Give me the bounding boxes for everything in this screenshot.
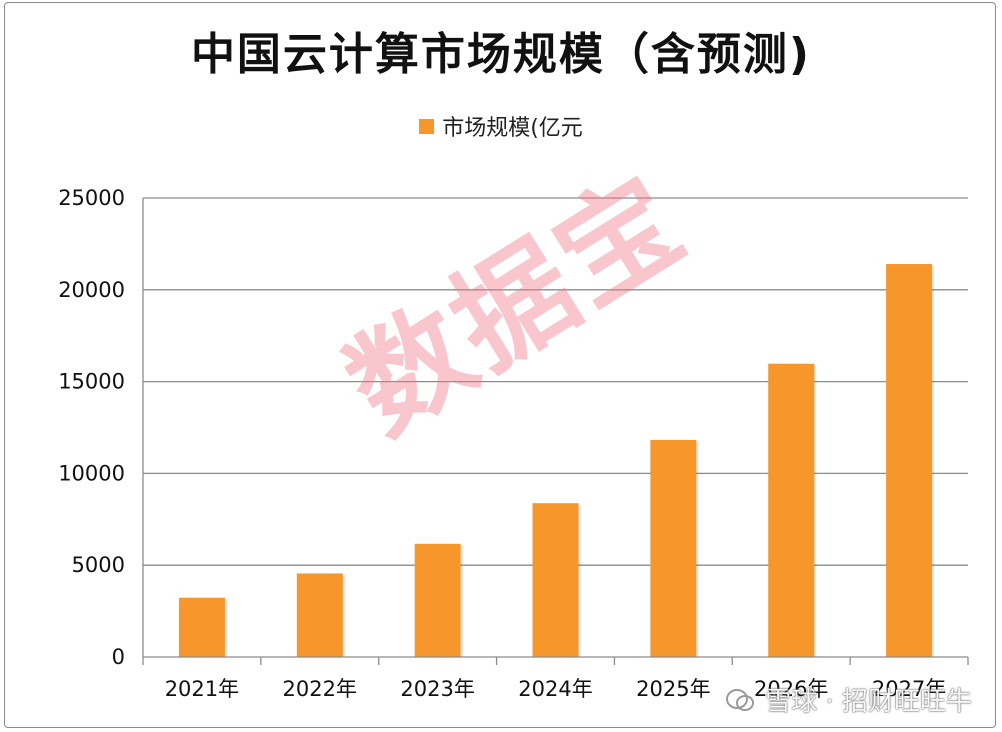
y-tick-label: 10000 bbox=[58, 461, 125, 485]
x-tick-label: 2025年 bbox=[636, 677, 710, 701]
bar-2022年 bbox=[296, 573, 343, 657]
credit-text: 雪球 · 招财旺旺牛 bbox=[765, 687, 972, 717]
y-tick-label: 0 bbox=[112, 645, 125, 669]
chart-frame bbox=[4, 2, 996, 728]
bar-2021年 bbox=[178, 597, 225, 657]
legend-swatch bbox=[419, 118, 435, 134]
x-tick-label: 2024年 bbox=[518, 677, 592, 701]
x-tick-label: 2021年 bbox=[165, 677, 239, 701]
bar-2026年 bbox=[768, 363, 815, 657]
x-tick-label: 2023年 bbox=[400, 677, 474, 701]
chart-title: 中国云计算市场规模（含预测) bbox=[190, 29, 812, 80]
bar-2027年 bbox=[886, 264, 933, 657]
x-tick-label: 2022年 bbox=[283, 677, 357, 701]
bar-2023年 bbox=[414, 543, 461, 657]
legend-label: 市场规模(亿元 bbox=[442, 116, 583, 141]
y-tick-label: 5000 bbox=[72, 553, 125, 577]
source-credit: 雪球 · 招财旺旺牛 bbox=[725, 681, 972, 718]
chart-legend: 市场规模(亿元 bbox=[0, 110, 1002, 142]
snowball-icon bbox=[726, 688, 755, 711]
x-tick-label: 2026年 bbox=[754, 677, 828, 701]
y-tick-label: 15000 bbox=[58, 370, 125, 394]
bar-2024年 bbox=[532, 503, 579, 657]
y-tick-label: 20000 bbox=[58, 278, 125, 302]
bar-2025年 bbox=[650, 439, 697, 657]
x-tick-label: 2027年 bbox=[872, 677, 946, 701]
y-tick-label: 25000 bbox=[58, 186, 125, 210]
